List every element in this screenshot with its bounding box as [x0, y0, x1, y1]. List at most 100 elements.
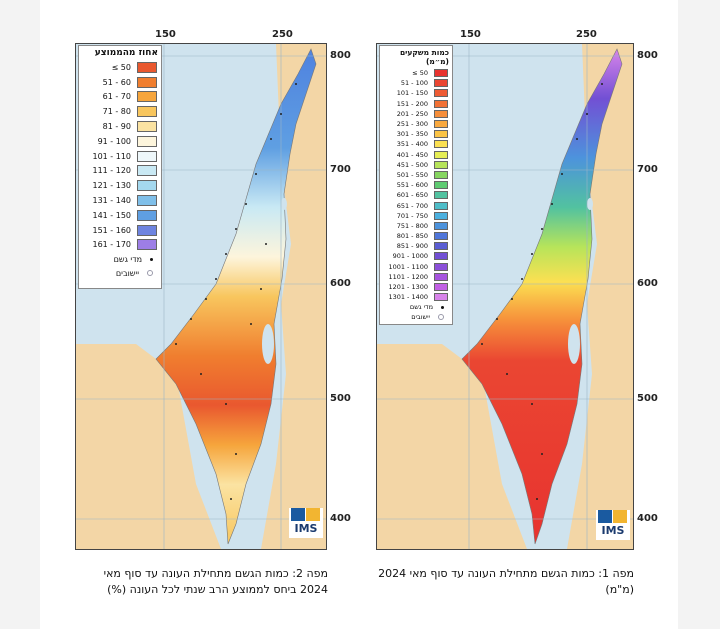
legend-swatch [434, 242, 448, 251]
legend-item: 51 - 60 [79, 75, 161, 90]
axis-top-tick: 250 [272, 29, 293, 40]
legend-item-label: 131 - 140 [92, 196, 131, 206]
legend-mm: כמות משקעים (מ״מ) ≤ 50 51 - 100 101 - 150 1… [379, 45, 453, 325]
legend-swatch [137, 195, 157, 207]
settlement-ring-icon [147, 270, 153, 277]
legend-item-label: 1101 - 1200 [388, 272, 428, 281]
legend-swatch [137, 106, 157, 118]
israel-shape [155, 48, 317, 545]
legend-item-label: 161 - 170 [92, 240, 131, 250]
dead-sea [568, 324, 580, 364]
legend-item-label: 651 - 700 [396, 201, 428, 210]
legend-swatch [434, 160, 448, 169]
legend-item-label: 1201 - 1300 [388, 283, 428, 292]
legend-item-label: 81 - 90 [102, 122, 131, 132]
legend-item: 1101 - 1200 [380, 272, 452, 282]
legend-rows: ≤ 50 51 - 100 101 - 150 151 - 200 201 - 250 2… [380, 68, 452, 302]
rain-gauge-points [481, 83, 603, 500]
legend-item: 91 - 100 [79, 134, 161, 149]
legend-item-label: 101 - 110 [92, 151, 131, 161]
sea-of-galilee [587, 198, 593, 210]
axis-right-tick: 400 [330, 513, 351, 524]
legend-item-label: 1001 - 1100 [388, 262, 428, 271]
axis-right-tick: 800 [637, 50, 658, 61]
legend-item-label: 901 - 1000 [392, 252, 428, 261]
legend-item-label: 551 - 600 [396, 181, 428, 190]
legend-swatch [137, 61, 157, 73]
legend-item-label: 351 - 400 [396, 140, 428, 149]
logo-square [598, 510, 612, 523]
settlement-ring-icon [438, 314, 444, 321]
sea-of-galilee [281, 198, 287, 210]
legend-item-label: 301 - 350 [396, 130, 428, 139]
axis-right-tick: 700 [637, 164, 658, 175]
legend-item: 101 - 110 [79, 149, 161, 164]
map-rain-percent-of-average [75, 43, 327, 550]
axis-top-tick: 150 [155, 29, 176, 40]
legend-swatch [137, 150, 157, 162]
legend-swatch [434, 150, 448, 159]
legend-swatch [434, 181, 448, 190]
gauge-dot-icon [441, 305, 444, 309]
legend-item: 801 - 850 [380, 231, 452, 241]
legend-item: ≤ 50 [380, 68, 452, 78]
legend-item: 81 - 90 [79, 119, 161, 134]
legend-rows: ≤ 50 51 - 60 61 - 70 71 - 80 81 - 90 91 - 100… [79, 60, 161, 252]
legend-item: 201 - 250 [380, 109, 452, 119]
legend-item-label: 801 - 850 [396, 232, 428, 241]
legend-item: 301 - 350 [380, 129, 452, 139]
legend-item: 1001 - 1100 [380, 262, 452, 272]
legend-swatch [434, 130, 448, 139]
axis-top-tick: 250 [576, 29, 597, 40]
legend-item: 151 - 200 [380, 99, 452, 109]
legend-item: 1201 - 1300 [380, 282, 452, 292]
logo-text: IMS [601, 524, 625, 537]
legend-item-label: 601 - 650 [396, 191, 428, 200]
legend-item-label: 201 - 250 [396, 109, 428, 118]
legend-item: 551 - 600 [380, 180, 452, 190]
legend-item-label: 701 - 750 [396, 211, 428, 220]
legend-item-label: 61 - 70 [102, 92, 131, 102]
legend-item: 901 - 1000 [380, 251, 452, 261]
legend-item: 151 - 160 [79, 223, 161, 238]
legend-symbol-gauges: מדי גשם [79, 252, 161, 266]
legend-item: 401 - 450 [380, 150, 452, 160]
legend-item: 161 - 170 [79, 238, 161, 253]
legend-swatch [434, 191, 448, 200]
legend-item-label: 121 - 130 [92, 181, 131, 191]
legend-item-label: ≤ 50 [412, 69, 428, 78]
legend-item: 131 - 140 [79, 193, 161, 208]
legend-swatch [137, 209, 157, 221]
legend-item: 61 - 70 [79, 90, 161, 105]
legend-swatch [434, 221, 448, 230]
legend-item-label: 401 - 450 [396, 150, 428, 159]
ims-logo: IMS [596, 510, 630, 540]
legend-swatch [434, 262, 448, 271]
legend-item: 71 - 80 [79, 104, 161, 119]
logo-square [613, 510, 627, 523]
logo-text: IMS [294, 522, 318, 535]
legend-swatch [137, 180, 157, 192]
axis-right-tick: 800 [330, 50, 351, 61]
legend-item: 851 - 900 [380, 241, 452, 251]
legend-title: כמות משקעים (מ״מ) [399, 48, 449, 66]
legend-item-label: 141 - 150 [92, 210, 131, 220]
legend-swatch [434, 170, 448, 179]
legend-item-label: 851 - 900 [396, 242, 428, 251]
dead-sea [262, 324, 274, 364]
legend-swatch [434, 293, 448, 302]
legend-item-label: 251 - 300 [396, 120, 428, 129]
legend-swatch [434, 89, 448, 98]
legend-swatch [434, 120, 448, 129]
legend-swatch [434, 79, 448, 88]
rain-gauge-points [175, 83, 297, 500]
axis-right-tick: 600 [330, 278, 351, 289]
legend-item-label: 501 - 550 [396, 170, 428, 179]
legend-swatch [137, 165, 157, 177]
legend-symbol-gauges: מדי גשם [380, 302, 452, 312]
legend-symbol-settlements: יישובים [79, 266, 161, 280]
map-left-canvas [76, 44, 326, 549]
legend-item: 601 - 650 [380, 190, 452, 200]
legend-title: אחוז מהממוצע [94, 48, 158, 58]
legend-swatch [434, 140, 448, 149]
